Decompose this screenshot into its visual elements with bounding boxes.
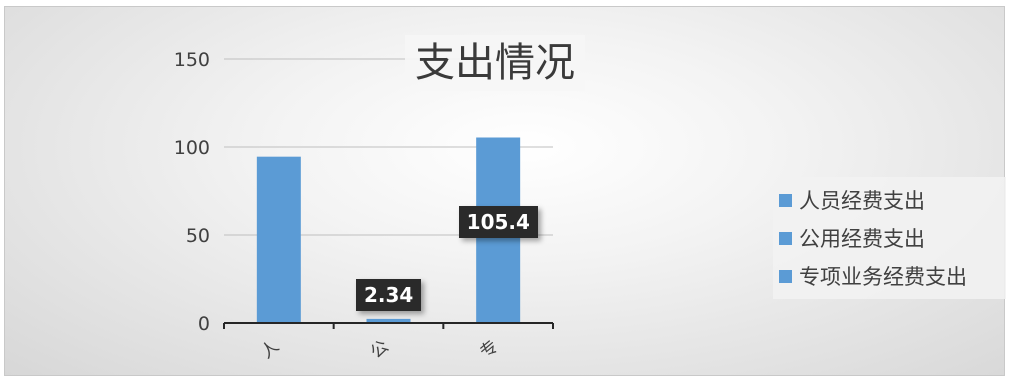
chart-frame: 0 50 100 150 人 公 专 支出情况 人员经费支出 公用经费支出 专项业务经费支出… <box>4 6 1006 376</box>
y-tick-label: 100 <box>174 137 210 159</box>
legend-swatch <box>779 269 792 283</box>
data-label: 105.4 <box>458 206 538 239</box>
y-tick-label: 0 <box>198 313 210 335</box>
bar <box>256 156 301 323</box>
bar <box>366 318 411 323</box>
data-label: 2.34 <box>356 278 422 311</box>
legend-item: 专项业务经费支出 <box>773 257 1006 295</box>
legend: 人员经费支出 公用经费支出 专项业务经费支出 <box>773 177 1006 299</box>
legend-item: 公用经费支出 <box>773 219 1006 257</box>
legend-label: 公用经费支出 <box>799 227 925 251</box>
legend-swatch <box>779 193 792 207</box>
x-tick-label: 专 <box>477 337 503 363</box>
legend-label: 专项业务经费支出 <box>799 265 967 289</box>
legend-item: 人员经费支出 <box>773 181 1006 219</box>
legend-swatch <box>779 231 792 245</box>
y-tick-label: 150 <box>174 49 210 71</box>
chart-title: 支出情况 <box>405 35 585 91</box>
y-tick-label: 50 <box>186 225 210 247</box>
legend-label: 人员经费支出 <box>799 189 925 213</box>
x-tick-label: 人 <box>257 337 283 363</box>
x-tick-label: 公 <box>367 337 393 363</box>
